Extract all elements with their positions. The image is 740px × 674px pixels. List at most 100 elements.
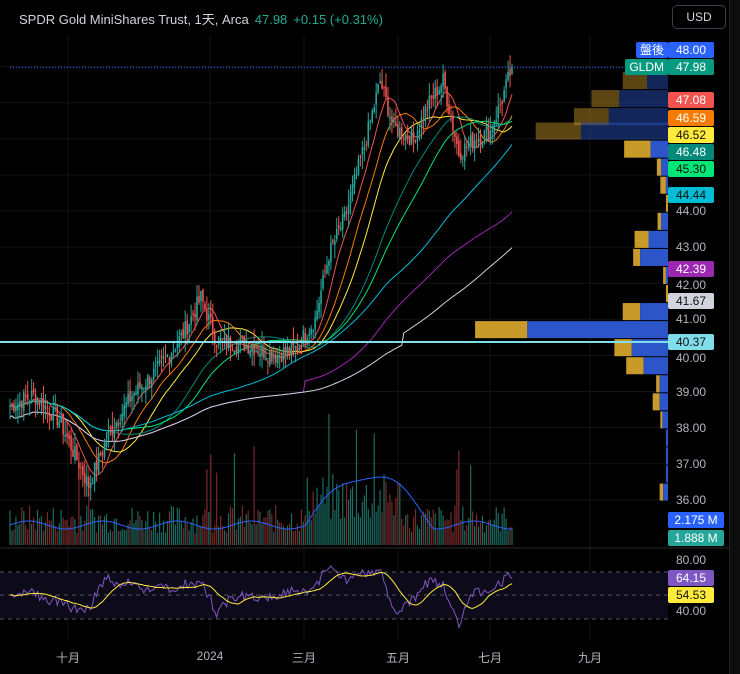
volume-bar [462,506,464,545]
volume-bar [80,515,82,545]
currency-button[interactable]: USD [672,5,726,29]
scrollbar[interactable] [729,0,740,674]
candle-body [56,405,59,426]
volume-bar [206,469,208,545]
price-tick: 36.00 [675,492,707,507]
candle-body [62,413,64,435]
candle-body [383,87,385,89]
candle-body [111,425,114,435]
candle-body [229,338,232,349]
price-label: 44.44 [668,187,714,204]
volume-profile-up [656,158,662,176]
candle-body [448,104,450,115]
volume-bar [223,530,226,545]
volume-profile-down [631,339,668,357]
candle-body [475,141,478,143]
candle-body [11,402,13,404]
volume-bar [397,483,399,545]
volume-bar [159,512,161,545]
candle-body [30,390,33,399]
volume-bar [200,526,202,545]
volume-bar [259,511,261,545]
volume-bar [210,454,212,545]
volume-bar [479,522,482,545]
candle-body [361,147,364,155]
candle-body [355,174,358,176]
moving-average-line [9,116,513,435]
candle-body [442,73,444,87]
rsi-value-label: 64.15 [668,570,714,586]
candle-body [119,423,122,425]
volume-bar [446,519,448,545]
volume-bar [285,528,287,545]
volume-bar [344,517,346,545]
price-tick: 38.00 [675,420,707,435]
price-tick: 43.00 [675,240,707,255]
volume-bar [119,530,121,545]
volume-bar [336,483,338,545]
symbol-name: SPDR Gold MiniShares Trust, 1天, Arca [19,12,249,27]
candle-body [424,106,427,122]
volume-bar [13,529,15,545]
price-tick: 42.00 [675,278,707,293]
volume-bar [314,513,316,545]
volume-bar [78,460,80,545]
candle-body [271,351,273,362]
volume-bar [466,524,468,545]
volume-bar [25,525,27,545]
volume-bar [184,516,186,545]
candle-body [343,211,346,217]
candle-body [341,214,344,230]
candle-body [188,324,190,333]
volume-profile-down [661,158,668,176]
price-tick: 37.00 [675,456,707,471]
candle-body [15,407,17,412]
candle-body [80,467,82,469]
candle-body [74,446,76,461]
volume-profile-down [527,321,668,339]
candle-body [314,317,316,330]
volume-bar [389,494,391,545]
candle-body [131,396,133,402]
volume-bar [316,487,318,545]
moving-average-line [9,91,513,477]
time-tick: 九月 [577,651,603,665]
candle-body [493,123,496,134]
volume-bar [475,514,478,545]
volume-profile-down [661,212,668,230]
volume-profile-down [580,122,668,140]
volume-bar [326,486,328,545]
candle-body [406,135,409,139]
volume-bar [220,515,222,545]
candle-body [127,393,129,405]
volume-bar [29,506,31,545]
candle-body [284,346,287,353]
price-tick: 39.00 [675,384,707,399]
volume-bar [103,516,106,545]
volume-profile-down [665,465,668,483]
volume-bar [212,532,214,545]
volume-profile-up [622,303,641,321]
candle-body [422,119,425,121]
volume-bar [470,465,472,545]
volume-bar [267,510,269,545]
candle-body [145,386,147,391]
candle-body [206,310,208,321]
candle-body [52,406,55,421]
candle-body [316,311,318,320]
candle-body [322,274,324,289]
volume-bar [202,515,204,545]
candle-body [337,225,340,229]
candle-body [168,357,171,362]
volume-bar [346,482,348,545]
candle-body [243,336,246,351]
volume-bar [19,524,21,545]
candle-body [298,344,301,347]
volume-bar [40,515,43,545]
candle-body [186,320,188,335]
candle-body [324,271,326,273]
volume-bar [263,517,265,545]
candle-body [491,130,494,132]
volume-profile-up [614,339,632,357]
